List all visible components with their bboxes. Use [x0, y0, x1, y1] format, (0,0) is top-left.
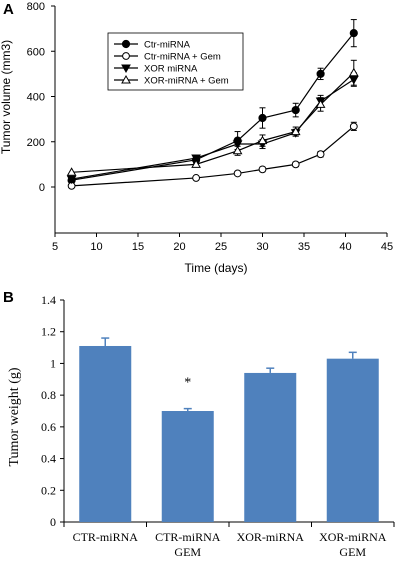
y-tick-label: 400	[27, 92, 45, 104]
x-tick-label: 30	[256, 241, 268, 253]
y-tick-label: 0	[39, 182, 45, 194]
bar	[326, 358, 379, 522]
x-tick-label: 5	[52, 241, 58, 253]
x-tick-label: 40	[339, 241, 351, 253]
category-label-line1: CTR-miRNA	[155, 530, 221, 544]
y-tick-label: 0.2	[41, 483, 56, 497]
data-point	[315, 99, 326, 108]
y-tick-label: 800	[27, 1, 45, 13]
data-point	[316, 69, 325, 78]
data-point	[349, 29, 358, 38]
data-point	[232, 140, 243, 150]
series-2	[67, 121, 358, 190]
legend-label: Ctr-miRNA	[144, 40, 191, 51]
category-label-line1: XOR-miRNA	[319, 530, 387, 544]
y-tick-label: 1.2	[41, 325, 56, 339]
legend-entry: XOR-miRNA + Gem	[114, 74, 229, 87]
y-tick-label: 600	[27, 46, 45, 58]
panel-a-ticks: 5 10 15 20 25 30 35 40 45 0 200 400 600 800	[27, 1, 393, 253]
bar-group: *	[161, 376, 214, 522]
data-point	[290, 126, 301, 136]
legend-marker	[121, 39, 131, 49]
category-label-line1: XOR-miRNA	[237, 530, 305, 544]
significance-marker: *	[184, 376, 191, 391]
category-label: XOR-miRNA	[237, 530, 305, 544]
data-point	[258, 165, 267, 174]
x-tick-label: 15	[132, 241, 144, 253]
bar	[79, 345, 132, 522]
data-point	[191, 159, 201, 168]
y-tick-label: 200	[27, 137, 45, 149]
y-tick-label: 0.6	[41, 420, 56, 434]
data-point	[66, 175, 77, 185]
category-label: CTR-miRNA	[73, 530, 139, 544]
panel-b-label: B	[3, 289, 14, 306]
category-label-line2: GEM	[174, 545, 201, 559]
x-tick-label: 20	[173, 241, 185, 253]
legend-marker	[121, 64, 131, 74]
y-tick-label: 1	[50, 356, 56, 370]
panel-b-bar-chart: B 00.20.40.60.811.21.4 * CTR-miRNA CTR-mi…	[3, 289, 395, 559]
panel-b-ticks: 0 0.2 0.4 0.6 0.8 1 1.2 1.4	[41, 293, 395, 529]
bar	[244, 372, 297, 522]
series-line	[71, 79, 355, 180]
legend-entry: XOR miRNA	[114, 64, 198, 75]
legend-marker	[122, 52, 130, 60]
panel-b-bars: *	[79, 337, 379, 522]
x-tick-label: 35	[298, 241, 310, 253]
data-point	[349, 122, 358, 131]
data-point	[291, 105, 300, 115]
data-point	[233, 169, 242, 178]
y-tick-label: 0.8	[41, 388, 56, 402]
data-point	[291, 160, 300, 169]
series-line	[71, 125, 355, 187]
data-point	[232, 145, 243, 155]
data-point	[348, 67, 359, 77]
y-tick-label: 0.4	[41, 452, 56, 466]
y-tick-label: 1.4	[41, 293, 56, 307]
data-point	[316, 150, 325, 159]
category-label-line1: CTR-miRNA	[73, 530, 139, 544]
legend-label: XOR-miRNA + Gem	[144, 76, 229, 87]
bar-group	[326, 351, 379, 522]
legend-entry: Ctr-miRNA	[114, 40, 191, 51]
legend-label: Ctr-miRNA + Gem	[144, 52, 221, 63]
legend-marker	[121, 74, 131, 84]
data-point	[192, 174, 201, 182]
panel-a-line-chart: A 5 10 15 20 25 30 35 40 45 0 200 400 600 800 Time (d…	[0, 1, 393, 275]
data-point	[66, 167, 77, 176]
x-tick-label: 45	[381, 241, 393, 253]
bar-group	[79, 337, 132, 522]
data-point	[257, 135, 268, 145]
x-tick-label: 10	[90, 241, 102, 253]
series-4	[66, 59, 359, 176]
x-tick-label: 25	[215, 241, 227, 253]
y-tick-label: 0	[50, 515, 56, 529]
legend-entry: Ctr-miRNA + Gem	[114, 52, 221, 63]
panel-a-series	[66, 19, 359, 190]
legend-label: XOR miRNA	[144, 64, 198, 75]
data-point	[191, 154, 201, 164]
panel-a-label: A	[3, 1, 14, 18]
bar	[161, 411, 214, 522]
panel-a-y-axis-title: Tumor volume (mm3)	[0, 40, 13, 154]
panel-a-x-axis-title: Time (days)	[185, 261, 248, 275]
panel-b-y-axis-title: Tumor weight (g)	[7, 367, 22, 466]
bar-group	[244, 367, 297, 522]
category-label-line2: GEM	[339, 545, 366, 559]
data-point	[258, 113, 267, 123]
